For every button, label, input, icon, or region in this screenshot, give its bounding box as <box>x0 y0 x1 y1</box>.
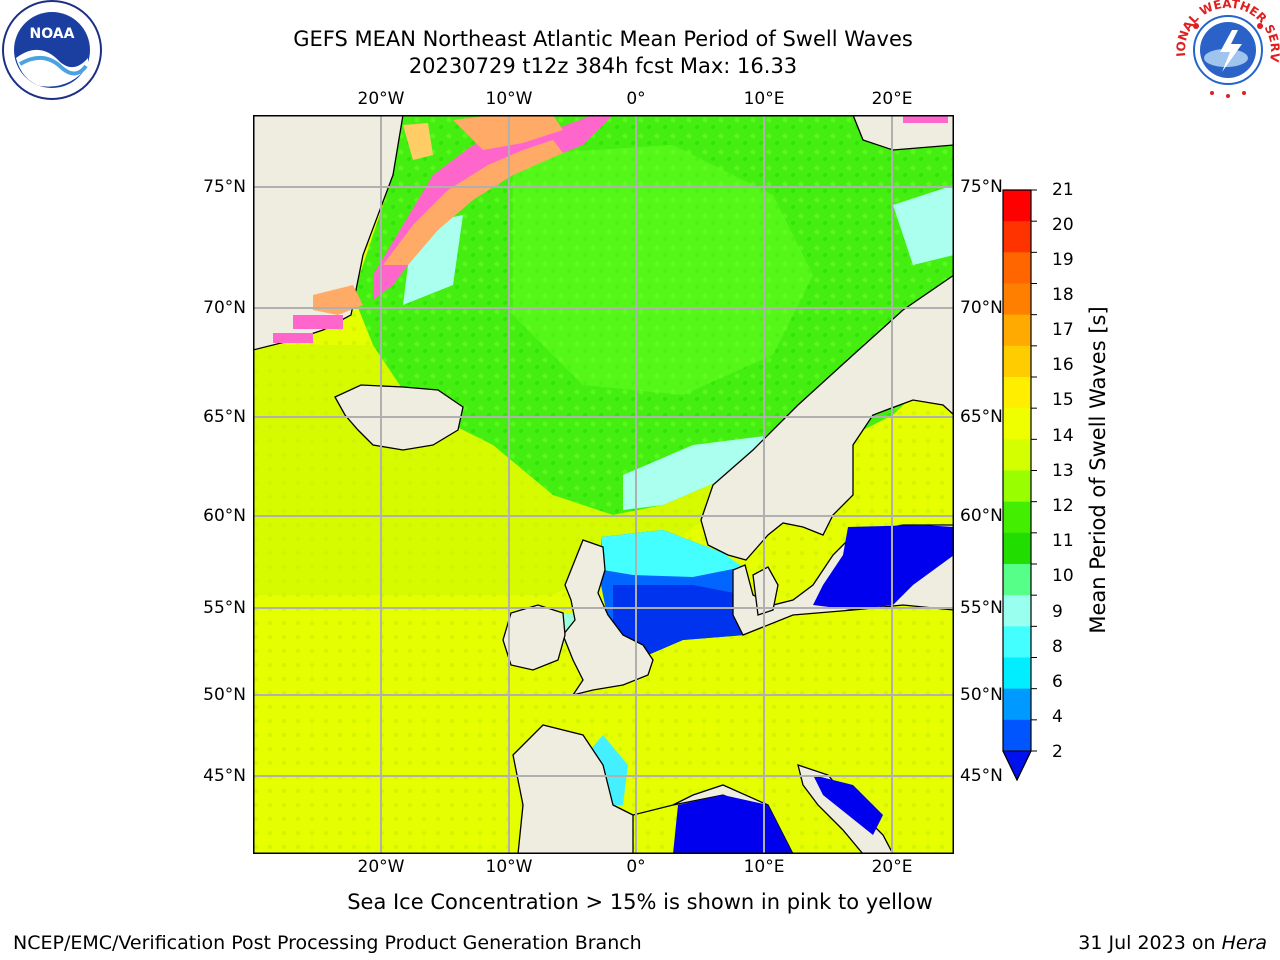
lat-label-left: 45°N <box>203 766 246 786</box>
lat-label-right: 55°N <box>960 598 1003 618</box>
lat-label-left: 55°N <box>203 598 246 618</box>
footer-credit: NCEP/EMC/Verification Post Processing Pr… <box>13 932 642 954</box>
colorbar-tick-label: 2 <box>1052 742 1063 762</box>
colorbar-segment <box>1003 501 1031 534</box>
lon-label-bottom: 10°W <box>485 857 533 877</box>
svalbard <box>852 115 954 151</box>
greenland <box>253 115 404 351</box>
colorbar-segment <box>1003 564 1031 596</box>
sea-ice-caption: Sea Ice Concentration > 15% is shown in … <box>347 890 933 914</box>
colorbar-segment <box>1003 345 1031 378</box>
lon-label-bottom: 10°E <box>743 857 785 877</box>
colorbar-extend-arrow <box>1002 750 1032 782</box>
colorbar-tick-label: 14 <box>1052 426 1074 446</box>
chart-title: GEFS MEAN Northeast Atlantic Mean Period… <box>293 27 913 51</box>
colorbar-segment <box>1003 470 1031 503</box>
colorbar-tick-label: 9 <box>1052 602 1063 622</box>
footer-date-text: 31 Jul 2023 on <box>1078 932 1222 954</box>
colorbar-segment <box>1003 283 1031 316</box>
colorbar-segment <box>1003 626 1031 658</box>
colorbar-segment <box>1003 688 1031 721</box>
lat-label-left: 50°N <box>203 685 246 705</box>
colorbar-label: Mean Period of Swell Waves [s] <box>1086 306 1110 634</box>
lon-label-bottom: 20°E <box>871 857 913 877</box>
europe-mainland <box>512 274 954 854</box>
footer-date: 31 Jul 2023 on Hera <box>1078 932 1267 954</box>
colorbar-segment <box>1003 719 1031 752</box>
lon-label-bottom: 0° <box>626 857 646 877</box>
colorbar-segment <box>1003 408 1031 440</box>
colorbar-tick-label: 6 <box>1052 672 1063 692</box>
lat-label-left: 60°N <box>203 506 246 526</box>
lon-label-top: 20°W <box>357 89 405 109</box>
great-britain <box>562 539 654 697</box>
colorbar-tick-label: 19 <box>1052 250 1074 270</box>
lon-label-top: 20°E <box>871 89 913 109</box>
colorbar <box>1002 189 1037 782</box>
colorbar-tick-label: 10 <box>1052 566 1074 586</box>
colorbar-tick-label: 21 <box>1052 180 1074 200</box>
lat-label-right: 75°N <box>960 177 1003 197</box>
graticule <box>253 115 954 854</box>
colorbar-tick-label: 17 <box>1052 320 1074 340</box>
colorbar-tick-label: 16 <box>1052 355 1074 375</box>
lat-label-right: 60°N <box>960 506 1003 526</box>
colorbar-segment <box>1003 595 1031 627</box>
colorbar-segment <box>1003 439 1031 471</box>
colorbar-segment <box>1003 532 1031 565</box>
lat-label-left: 75°N <box>203 177 246 197</box>
footer-host: Hera <box>1221 932 1267 954</box>
swell-period-map <box>253 115 954 854</box>
colorbar-segments <box>1003 190 1031 752</box>
lat-label-right: 70°N <box>960 298 1003 318</box>
lat-label-right: 65°N <box>960 407 1003 427</box>
national-weather-service-logo: NATIONAL WEATHER SERVICE <box>1176 0 1280 98</box>
lat-label-right: 45°N <box>960 766 1003 786</box>
colorbar-segment <box>1003 190 1031 222</box>
baltic-sea <box>813 525 954 610</box>
lon-label-top: 0° <box>626 89 646 109</box>
colorbar-tick-label: 18 <box>1052 285 1074 305</box>
colorbar-segment <box>1003 377 1031 409</box>
colorbar-tick-label: 13 <box>1052 461 1074 481</box>
lon-label-bottom: 20°W <box>357 857 405 877</box>
colorbar-tick-label: 15 <box>1052 390 1074 410</box>
lat-label-right: 50°N <box>960 685 1003 705</box>
lon-label-top: 10°W <box>485 89 533 109</box>
lon-label-top: 10°E <box>743 89 785 109</box>
lat-label-left: 65°N <box>203 407 246 427</box>
lat-label-left: 70°N <box>203 298 246 318</box>
colorbar-tick-label: 11 <box>1052 531 1074 551</box>
colorbar-ticks <box>1031 189 1037 752</box>
sea-ice <box>273 115 948 343</box>
colorbar-segment <box>1003 221 1031 253</box>
colorbar-tick-label: 8 <box>1052 637 1063 657</box>
colorbar-segment <box>1003 252 1031 284</box>
colorbar-tick-label: 12 <box>1052 496 1074 516</box>
noaa-logo: NOAA <box>2 0 102 100</box>
ireland <box>502 604 566 671</box>
chart-subtitle-date: 20230729 t12z 384h fcst Max: 16.33 <box>408 54 798 78</box>
colorbar-segment <box>1003 314 1031 347</box>
colorbar-tick-label: 20 <box>1052 215 1074 235</box>
colorbar-segment <box>1003 657 1031 690</box>
map-frame <box>253 115 954 854</box>
svg-text:NOAA: NOAA <box>30 26 75 42</box>
colorbar-tick-label: 4 <box>1052 707 1063 727</box>
